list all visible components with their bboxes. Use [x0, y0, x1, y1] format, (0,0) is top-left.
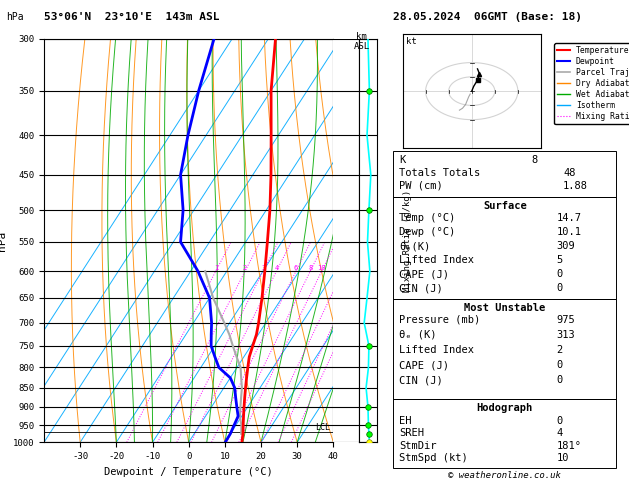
Text: 25: 25 [367, 265, 376, 271]
Text: 5: 5 [557, 255, 563, 265]
Text: 1: 1 [214, 265, 218, 271]
Text: 14.7: 14.7 [557, 213, 582, 223]
Y-axis label: hPa: hPa [0, 230, 8, 251]
Legend: Temperature, Dewpoint, Parcel Trajectory, Dry Adiabat, Wet Adiabat, Isotherm, Mi: Temperature, Dewpoint, Parcel Trajectory… [554, 43, 629, 124]
Text: CIN (J): CIN (J) [399, 283, 443, 294]
Text: 313: 313 [557, 330, 576, 340]
Y-axis label: Mixing Ratio (g/kg): Mixing Ratio (g/kg) [403, 190, 412, 292]
Text: Pressure (mb): Pressure (mb) [399, 315, 481, 325]
Text: 2: 2 [557, 345, 563, 355]
Text: StmSpd (kt): StmSpd (kt) [399, 453, 468, 464]
Text: 1.88: 1.88 [563, 181, 588, 191]
Text: CAPE (J): CAPE (J) [399, 360, 449, 370]
Text: 8: 8 [308, 265, 313, 271]
Text: StmDir: StmDir [399, 441, 437, 451]
Text: θₑ (K): θₑ (K) [399, 330, 437, 340]
Text: LCL: LCL [316, 423, 330, 432]
Text: kt: kt [406, 36, 417, 46]
Text: 975: 975 [557, 315, 576, 325]
X-axis label: Dewpoint / Temperature (°C): Dewpoint / Temperature (°C) [104, 467, 273, 477]
Text: 4: 4 [557, 428, 563, 438]
Text: km
ASL: km ASL [353, 32, 370, 51]
Text: PW (cm): PW (cm) [399, 181, 443, 191]
Text: 181°: 181° [557, 441, 582, 451]
Text: 309: 309 [557, 241, 576, 251]
Text: 0: 0 [557, 360, 563, 370]
Text: hPa: hPa [6, 12, 24, 22]
Text: EH: EH [399, 416, 412, 426]
Text: 2: 2 [243, 265, 247, 271]
Text: 28.05.2024  06GMT (Base: 18): 28.05.2024 06GMT (Base: 18) [393, 12, 582, 22]
Text: 0: 0 [557, 375, 563, 385]
Text: Most Unstable: Most Unstable [464, 303, 545, 313]
Text: K: K [399, 155, 406, 165]
Text: © weatheronline.co.uk: © weatheronline.co.uk [448, 471, 561, 480]
Text: 10: 10 [557, 453, 569, 464]
Text: 0: 0 [557, 416, 563, 426]
Text: θₑ(K): θₑ(K) [399, 241, 431, 251]
Text: 10.1: 10.1 [557, 227, 582, 237]
Text: 0: 0 [557, 283, 563, 294]
Text: CAPE (J): CAPE (J) [399, 269, 449, 279]
Text: 10: 10 [318, 265, 326, 271]
Text: 53°06'N  23°10'E  143m ASL: 53°06'N 23°10'E 143m ASL [44, 12, 220, 22]
Text: Lifted Index: Lifted Index [399, 255, 474, 265]
Text: Surface: Surface [483, 201, 526, 211]
Text: Totals Totals: Totals Totals [399, 168, 481, 178]
Text: Temp (°C): Temp (°C) [399, 213, 455, 223]
Text: CIN (J): CIN (J) [399, 375, 443, 385]
Text: 3: 3 [261, 265, 265, 271]
Text: 0: 0 [557, 269, 563, 279]
Text: Hodograph: Hodograph [477, 403, 533, 414]
Text: 15: 15 [339, 265, 347, 271]
Text: 48: 48 [563, 168, 576, 178]
Text: Dewp (°C): Dewp (°C) [399, 227, 455, 237]
Text: SREH: SREH [399, 428, 425, 438]
Text: 20: 20 [354, 265, 363, 271]
Text: Lifted Index: Lifted Index [399, 345, 474, 355]
Text: 8: 8 [532, 155, 538, 165]
Text: 4: 4 [274, 265, 279, 271]
Text: 6: 6 [294, 265, 298, 271]
